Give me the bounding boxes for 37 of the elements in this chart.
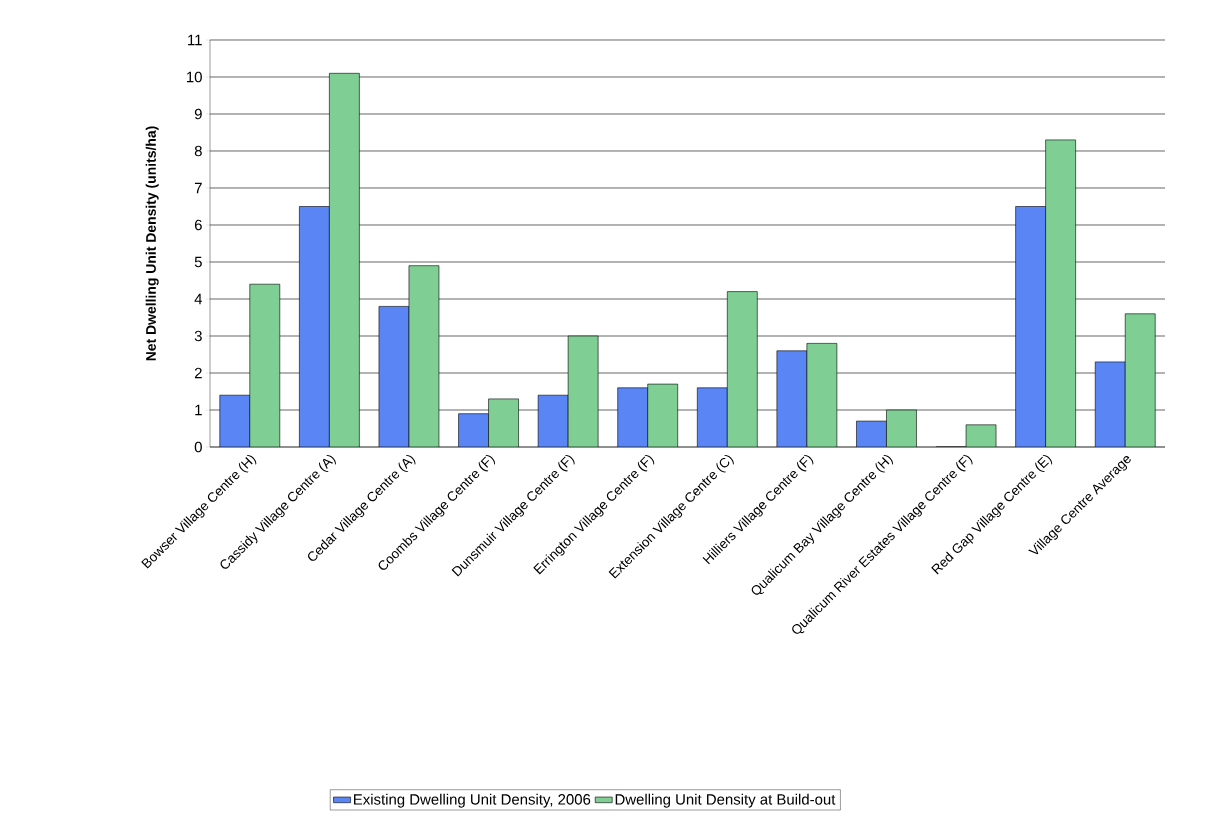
bar	[1094, 361, 1126, 447]
y-tick-label: 3	[194, 330, 202, 342]
bar	[488, 398, 519, 447]
y-tick-label: 4	[194, 293, 203, 305]
bar	[647, 383, 679, 447]
bar	[378, 306, 410, 447]
bar	[617, 387, 649, 447]
y-tick-label: 5	[194, 256, 202, 268]
bar	[1045, 139, 1076, 447]
y-tick-label: 9	[194, 108, 202, 120]
bar	[727, 291, 758, 447]
bar	[299, 206, 330, 447]
bar	[408, 265, 440, 447]
bar	[856, 420, 887, 447]
bar	[458, 413, 489, 447]
y-tick-label: 11	[188, 34, 202, 46]
y-tick-label: 1	[195, 404, 202, 416]
bar	[886, 409, 917, 447]
y-tick-label: 10	[187, 71, 202, 83]
bar	[329, 73, 360, 447]
bar	[697, 387, 728, 447]
legend-label: Dwelling Unit Density at Build-out	[615, 793, 836, 808]
y-axis-title: Net Dwelling Unit Density (units/ha)	[145, 126, 159, 361]
bar	[1124, 313, 1156, 447]
bar	[219, 394, 251, 447]
bar	[249, 283, 281, 447]
bar	[806, 343, 838, 447]
y-tick-label: 7	[194, 182, 202, 194]
bar	[1015, 206, 1046, 447]
y-tick-label: 0	[194, 441, 202, 453]
y-tick-label: 6	[194, 219, 202, 231]
legend-label: Existing Dwelling Unit Density, 2006	[354, 793, 591, 808]
y-tick-label: 8	[194, 145, 202, 157]
bar	[567, 335, 599, 447]
bar	[776, 350, 808, 447]
bar	[537, 394, 569, 447]
y-tick-label: 2	[194, 367, 202, 379]
